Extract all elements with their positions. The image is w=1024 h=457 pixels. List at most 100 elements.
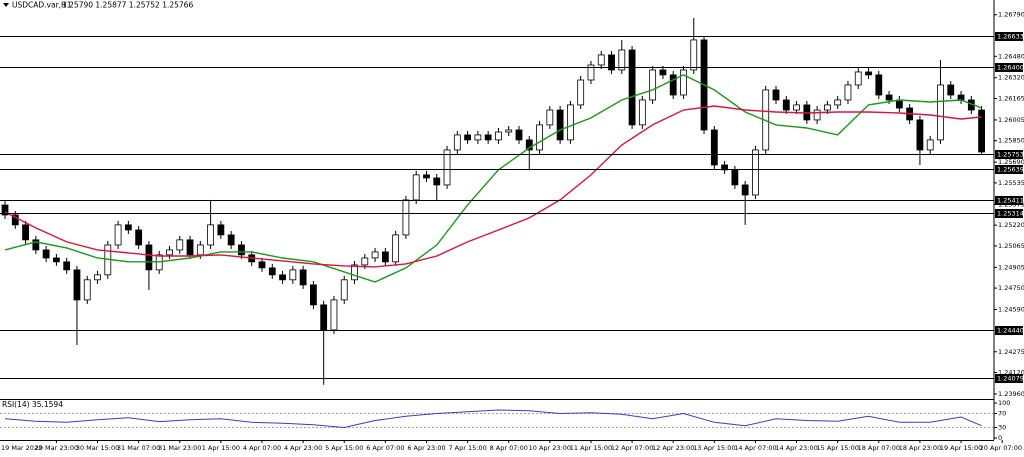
level-box bbox=[995, 196, 1023, 205]
level-box bbox=[995, 63, 1023, 72]
candle-body bbox=[597, 54, 605, 66]
candle-body bbox=[53, 257, 60, 263]
candle-body bbox=[166, 249, 173, 256]
candle-body bbox=[258, 261, 266, 269]
candle-body bbox=[320, 304, 328, 331]
rsi-tick-label: 30 bbox=[998, 424, 1006, 432]
quote: 1.25790 1.25877 1.25752 1.25766 bbox=[62, 1, 193, 10]
candle-body bbox=[536, 124, 543, 151]
x-tick-label: 8 Apr 07:00 bbox=[490, 444, 528, 452]
candle-body bbox=[772, 89, 780, 101]
candle-body bbox=[474, 134, 482, 141]
candle-body bbox=[741, 184, 749, 196]
level-box bbox=[995, 150, 1023, 159]
x-tick-label: 4 Apr 07:00 bbox=[243, 444, 281, 452]
candle-body bbox=[207, 224, 215, 246]
menu-icon[interactable] bbox=[3, 3, 9, 7]
candle-body bbox=[731, 169, 739, 186]
candle-body bbox=[659, 69, 667, 76]
candle-body bbox=[752, 149, 759, 196]
candle-body bbox=[495, 131, 502, 141]
candle-body bbox=[978, 109, 985, 153]
candle-body bbox=[186, 239, 194, 256]
candle-body bbox=[279, 274, 286, 281]
candle-body bbox=[135, 229, 143, 246]
candle-body bbox=[865, 71, 872, 76]
candle-body bbox=[577, 79, 585, 106]
level-label: 1.24079 bbox=[997, 375, 1024, 383]
candle-body bbox=[330, 299, 338, 331]
y-tick-label: 1.24905 bbox=[998, 263, 1024, 271]
candle-body bbox=[289, 269, 297, 281]
x-tick-label: 15 Apr 15:00 bbox=[816, 444, 858, 452]
candle-body bbox=[793, 104, 800, 111]
candle-body bbox=[947, 84, 955, 96]
candle-body bbox=[926, 139, 934, 151]
candle-body bbox=[83, 279, 91, 301]
candle-body bbox=[916, 119, 924, 151]
candle-body bbox=[217, 224, 225, 236]
candle-body bbox=[628, 49, 636, 126]
y-tick-label: 1.24120 bbox=[998, 369, 1024, 377]
level-label: 1.25753 bbox=[997, 151, 1024, 159]
candle-body bbox=[546, 109, 554, 126]
y-tick-label: 1.25535 bbox=[998, 179, 1024, 187]
rsi-tick-label: 100 bbox=[998, 399, 1010, 407]
x-tick-label: 4 Apr 23:00 bbox=[284, 444, 322, 452]
candle-body bbox=[649, 69, 657, 101]
candle-body bbox=[824, 104, 831, 111]
candle-body bbox=[381, 251, 389, 263]
candle-body bbox=[885, 94, 893, 101]
y-tick-label: 1.26165 bbox=[998, 94, 1024, 102]
candle-body bbox=[145, 244, 153, 271]
y-tick-label: 1.26480 bbox=[998, 52, 1024, 60]
candle-body bbox=[567, 104, 574, 141]
candle-body bbox=[895, 99, 903, 109]
candle-body bbox=[227, 234, 235, 246]
candle-body bbox=[73, 269, 81, 301]
x-tick-label: 7 Apr 15:00 bbox=[448, 444, 486, 452]
x-tick-label: 19 Apr 15:00 bbox=[940, 444, 982, 452]
level-label: 1.24440 bbox=[997, 327, 1024, 335]
candle-body bbox=[340, 279, 348, 301]
candle-body bbox=[268, 267, 276, 276]
x-tick-label: 20 Apr 07:00 bbox=[980, 444, 1022, 452]
y-tick-label: 1.24590 bbox=[998, 306, 1024, 314]
candle-body bbox=[464, 134, 472, 141]
candle-body bbox=[402, 199, 410, 236]
candle-body bbox=[813, 109, 821, 121]
y-tick-label: 1.25690 bbox=[998, 158, 1024, 166]
candle-body bbox=[423, 174, 430, 179]
y-tick-label: 1.25850 bbox=[998, 137, 1024, 145]
candle-body bbox=[443, 149, 451, 186]
candle-body bbox=[556, 109, 564, 141]
level-box bbox=[995, 209, 1023, 218]
candle-body bbox=[669, 74, 677, 96]
candle-body bbox=[515, 129, 523, 141]
candle-body bbox=[875, 74, 883, 96]
candle-body bbox=[834, 99, 842, 106]
x-tick-label: 1 Apr 15:00 bbox=[202, 444, 240, 452]
candle-body bbox=[392, 234, 400, 263]
x-tick-label: 6 Apr 23:00 bbox=[407, 444, 445, 452]
candle-body bbox=[114, 224, 122, 246]
x-tick-label: 12 Apr 23:00 bbox=[652, 444, 694, 452]
candle-body bbox=[196, 244, 204, 256]
level-label: 1.25411 bbox=[997, 197, 1024, 205]
y-tick-label: 1.24275 bbox=[998, 348, 1024, 356]
x-tick-label: 12 Apr 07:00 bbox=[611, 444, 653, 452]
level-box bbox=[995, 32, 1023, 41]
x-tick-label: 14 Apr 07:00 bbox=[734, 444, 776, 452]
candle-body bbox=[587, 64, 595, 81]
y-tick-label: 1.25220 bbox=[998, 221, 1024, 229]
level-box bbox=[995, 326, 1023, 335]
candle-body bbox=[412, 174, 420, 201]
y-tick-label: 1.26790 bbox=[998, 11, 1024, 19]
y-tick-label: 1.26320 bbox=[998, 74, 1024, 82]
level-box bbox=[995, 165, 1023, 174]
rsi-title: RSI(14) 35.1594 bbox=[2, 400, 63, 409]
candle-body bbox=[710, 129, 718, 166]
candle-body bbox=[361, 257, 369, 266]
